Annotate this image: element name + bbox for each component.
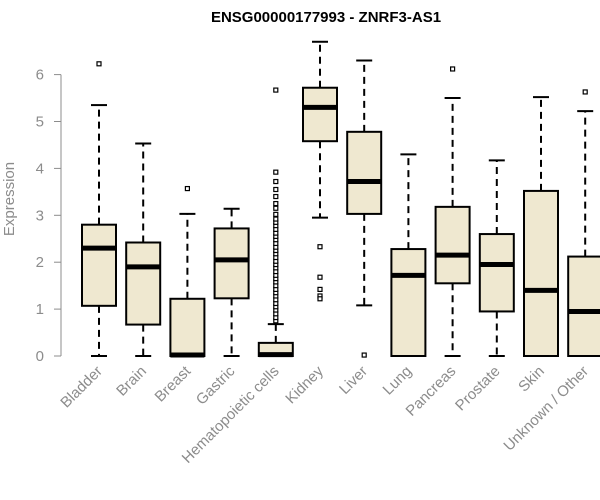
box-brain	[125, 142, 162, 357]
outlier-point	[361, 352, 367, 358]
box-iqr	[523, 189, 559, 357]
box-kidney	[302, 40, 338, 302]
outlier-point	[273, 205, 279, 211]
chart-title: ENSG00000177993 - ZNRF3-AS1	[211, 9, 441, 26]
outlier-point	[317, 244, 323, 250]
box-iqr	[567, 255, 600, 357]
x-tick-label: Kidney	[282, 362, 327, 407]
box-hematopoietic-cells	[257, 87, 294, 358]
outlier-point	[273, 200, 279, 207]
box-bladder	[81, 61, 117, 357]
outlier-point	[317, 274, 323, 280]
outlier-point	[273, 87, 279, 93]
box-liver	[346, 59, 383, 358]
x-tick-label: Breast	[152, 362, 195, 405]
box-prostate	[478, 159, 515, 357]
y-axis-label: Expression	[1, 162, 18, 236]
box-iqr	[81, 223, 117, 307]
y-tick-label: 6	[36, 67, 44, 84]
outlier-point	[582, 89, 588, 95]
y-tick-label: 5	[36, 114, 44, 131]
x-tick-label: Brain	[113, 363, 150, 400]
outlier-point	[450, 66, 456, 72]
x-tick-label: Liver	[336, 363, 371, 398]
box-unknown-other	[567, 89, 600, 357]
box-gastric	[213, 207, 250, 357]
box-iqr	[125, 241, 162, 326]
y-tick-label: 4	[36, 160, 44, 177]
boxes-group	[81, 40, 600, 358]
box-skin	[523, 96, 559, 357]
box-lung	[390, 153, 427, 357]
box-iqr	[434, 205, 471, 285]
y-tick-label: 0	[36, 348, 44, 365]
box-iqr	[478, 233, 515, 313]
outlier-point	[317, 286, 323, 293]
outlier-point	[273, 178, 279, 185]
y-tick-label: 2	[36, 254, 44, 271]
box-iqr	[302, 86, 338, 143]
outlier-point	[96, 61, 102, 67]
box-iqr	[346, 130, 383, 215]
y-tick-label: 1	[36, 301, 44, 318]
outlier-point	[317, 296, 323, 302]
outlier-point	[273, 186, 279, 193]
x-tick-label: Prostate	[452, 363, 504, 415]
outlier-point	[273, 211, 279, 217]
box-pancreas	[434, 66, 471, 357]
y-tick-label: 3	[36, 207, 44, 224]
box-iqr	[213, 227, 250, 300]
box-iqr	[390, 248, 427, 357]
outlier-point	[184, 185, 190, 192]
x-tick-label: Unknown / Other	[500, 363, 592, 455]
box-breast	[169, 185, 206, 358]
outlier-point	[273, 216, 279, 222]
x-tick-label: Lung	[380, 363, 416, 399]
x-tick-label: Bladder	[57, 363, 106, 412]
outlier-point	[273, 169, 279, 175]
y-axis: 0 1 2 3 4 5 6	[36, 67, 62, 365]
x-tick-label: Skin	[515, 363, 548, 396]
box-iqr	[169, 297, 206, 358]
outlier-point	[273, 193, 279, 200]
